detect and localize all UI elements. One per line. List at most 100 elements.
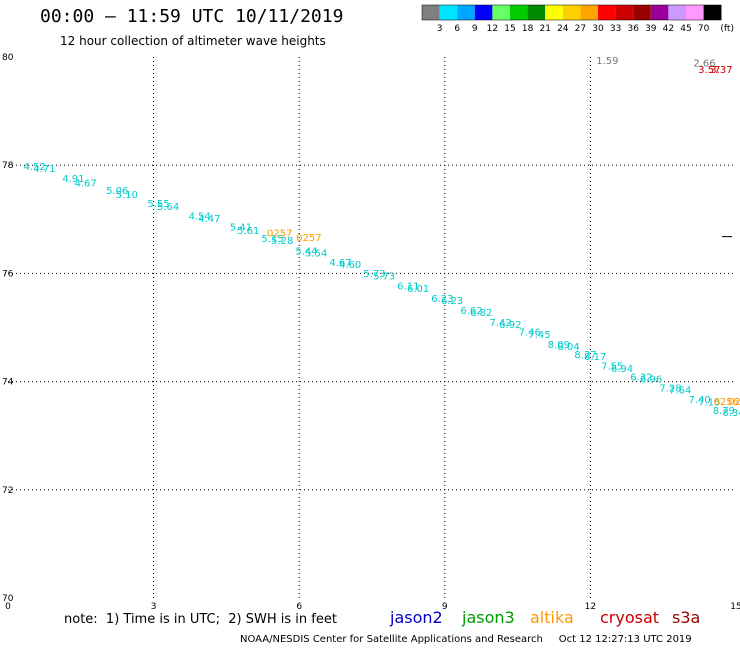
- colorbar-swatch: [686, 5, 704, 20]
- data-point-label: 1.59: [596, 56, 618, 67]
- y-tick-label: 78: [2, 161, 14, 171]
- data-point-label: 5.64: [157, 202, 179, 213]
- data-point-label: 5.61: [237, 226, 259, 237]
- colorbar-swatch: [439, 5, 458, 20]
- data-point-label: 0256: [728, 397, 740, 408]
- colorbar-unit: (ft): [720, 24, 734, 34]
- data-point-label: 6.96: [640, 375, 662, 386]
- colorbar-label: 33: [610, 24, 621, 34]
- chart-note: note: 1) Time is in UTC; 2) SWH is in fe…: [64, 612, 337, 627]
- data-point-label: 7.64: [669, 386, 691, 397]
- data-point-label: 6.32: [630, 373, 652, 384]
- data-point-label: 3.37: [710, 65, 732, 76]
- colorbar-label: 70: [698, 24, 710, 34]
- colorbar-swatch: [650, 5, 669, 20]
- colorbar-label: 30: [592, 24, 604, 34]
- colorbar-swatch: [510, 5, 528, 20]
- chart-title: 00:00 – 11:59 UTC 10/11/2019: [40, 6, 344, 27]
- chart-subtitle: 12 hour collection of altimeter wave hei…: [60, 34, 326, 48]
- colorbar-label: 21: [539, 24, 550, 34]
- colorbar-label: 18: [522, 24, 534, 34]
- data-point-label: 5.73: [373, 271, 395, 282]
- data-point-label: 5.55: [147, 199, 169, 210]
- colorbar-swatch: [633, 5, 651, 20]
- data-point-label: 5.06: [106, 186, 128, 197]
- data-point-label: 6.11: [397, 282, 419, 293]
- colorbar-label: 6: [454, 24, 460, 34]
- data-point-label: 8.34: [722, 408, 740, 419]
- data-point-label: 4.67: [75, 178, 97, 189]
- legend-entry-jason3: jason3: [462, 608, 515, 627]
- colorbar-label: 12: [487, 24, 498, 34]
- data-point-label: 4.71: [33, 164, 55, 175]
- x-tick-label: 9: [442, 602, 448, 612]
- data-point-label: 5.10: [116, 190, 138, 201]
- colorbar-label: 42: [663, 24, 674, 34]
- colorbar-swatch: [562, 5, 581, 20]
- legend-entry-altika: altika: [530, 608, 574, 627]
- data-point-label: 7.28: [659, 383, 681, 394]
- data-point-label: 8.17: [584, 352, 606, 363]
- data-point-label: 8.27: [574, 350, 596, 361]
- data-point-label: 4.52: [24, 162, 46, 173]
- y-tick-label: 70: [2, 594, 14, 604]
- data-point-label: 7.55: [601, 362, 623, 373]
- data-point-label: 7.45: [528, 330, 550, 341]
- colorbar-label: 27: [575, 24, 586, 34]
- data-point-label: 4.54: [189, 211, 211, 222]
- colorbar-swatch: [422, 5, 440, 20]
- data-point-label: 5.73: [363, 269, 385, 280]
- chart-grid: [8, 57, 736, 598]
- colorbar-swatch: [580, 5, 598, 20]
- data-point-label: 7.42: [489, 318, 511, 329]
- chart-axes: 0 3 6 9 12 15 70 72 74 76 78 80: [2, 53, 740, 612]
- legend-entry-jason2: jason2: [390, 608, 443, 627]
- colorbar-swatch: [474, 5, 493, 20]
- x-tick-label: 0: [5, 602, 11, 612]
- legend-entry-s3a: s3a: [672, 608, 701, 627]
- data-point-label: 2.66: [693, 59, 715, 70]
- x-tick-label: 15: [730, 602, 740, 612]
- colorbar-label: 24: [557, 24, 569, 34]
- data-point-label: 4.67: [329, 258, 351, 269]
- y-tick-label: 76: [2, 269, 14, 279]
- legend-entry-cryosat: cryosat: [600, 608, 660, 627]
- data-point-label: 8.79: [713, 406, 735, 417]
- data-point-label: 0256: [714, 397, 739, 408]
- data-point-label: 0257: [296, 233, 321, 244]
- colorbar-label: 36: [627, 24, 639, 34]
- colorbar-swatch: [598, 5, 616, 20]
- chart-marks: 4.524.714.914.675.065.105.555.644.544.47…: [24, 56, 740, 419]
- colorbar-frame: [421, 4, 722, 21]
- data-point-label: 6.82: [470, 308, 492, 319]
- data-point-label: 5.41: [230, 223, 252, 234]
- data-point-label: 5.54: [305, 249, 327, 260]
- colorbar-label: 9: [472, 24, 478, 34]
- data-point-label: 7.40: [688, 395, 710, 406]
- y-tick-label: 72: [2, 486, 13, 496]
- data-point-label: 6.62: [460, 306, 482, 317]
- colorbar-label: 45: [680, 24, 691, 34]
- colorbar-swatch: [615, 5, 634, 20]
- data-point-label: 3.57: [698, 65, 720, 76]
- data-point-label: 5.15: [261, 234, 283, 245]
- data-point-label: 6.92: [499, 320, 521, 331]
- data-point-label: 6.23: [441, 296, 463, 307]
- data-point-label: 6.94: [611, 364, 633, 375]
- data-point-label: 4.60: [339, 260, 361, 271]
- x-tick-label: 12: [585, 602, 596, 612]
- colorbar-swatch: [527, 5, 546, 20]
- colorbar-label: 39: [645, 24, 657, 34]
- data-point-label: 7.46: [519, 328, 541, 339]
- x-tick-label: 3: [151, 602, 157, 612]
- data-point-label: 7.15: [698, 397, 720, 408]
- data-point-label: 0257: [267, 229, 292, 240]
- colorbar-swatch: [492, 5, 510, 20]
- data-point-label: 8.09: [548, 340, 570, 351]
- colorbar-label: 3: [437, 24, 443, 34]
- data-point-label: 6.23: [431, 294, 453, 305]
- y-tick-label: 74: [2, 378, 14, 388]
- data-point-label: 6.01: [407, 284, 429, 295]
- colorbar-label: 15: [504, 24, 515, 34]
